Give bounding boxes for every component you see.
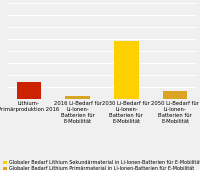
Bar [65, 96, 90, 99]
Bar [17, 82, 41, 99]
Bar [114, 41, 139, 99]
Legend: Globaler Bedarf Lithium Sekundärmaterial in Li-Ionen-Batterien für E-Mobilität, : Globaler Bedarf Lithium Sekundärmaterial… [3, 160, 200, 170]
Bar [163, 91, 187, 99]
